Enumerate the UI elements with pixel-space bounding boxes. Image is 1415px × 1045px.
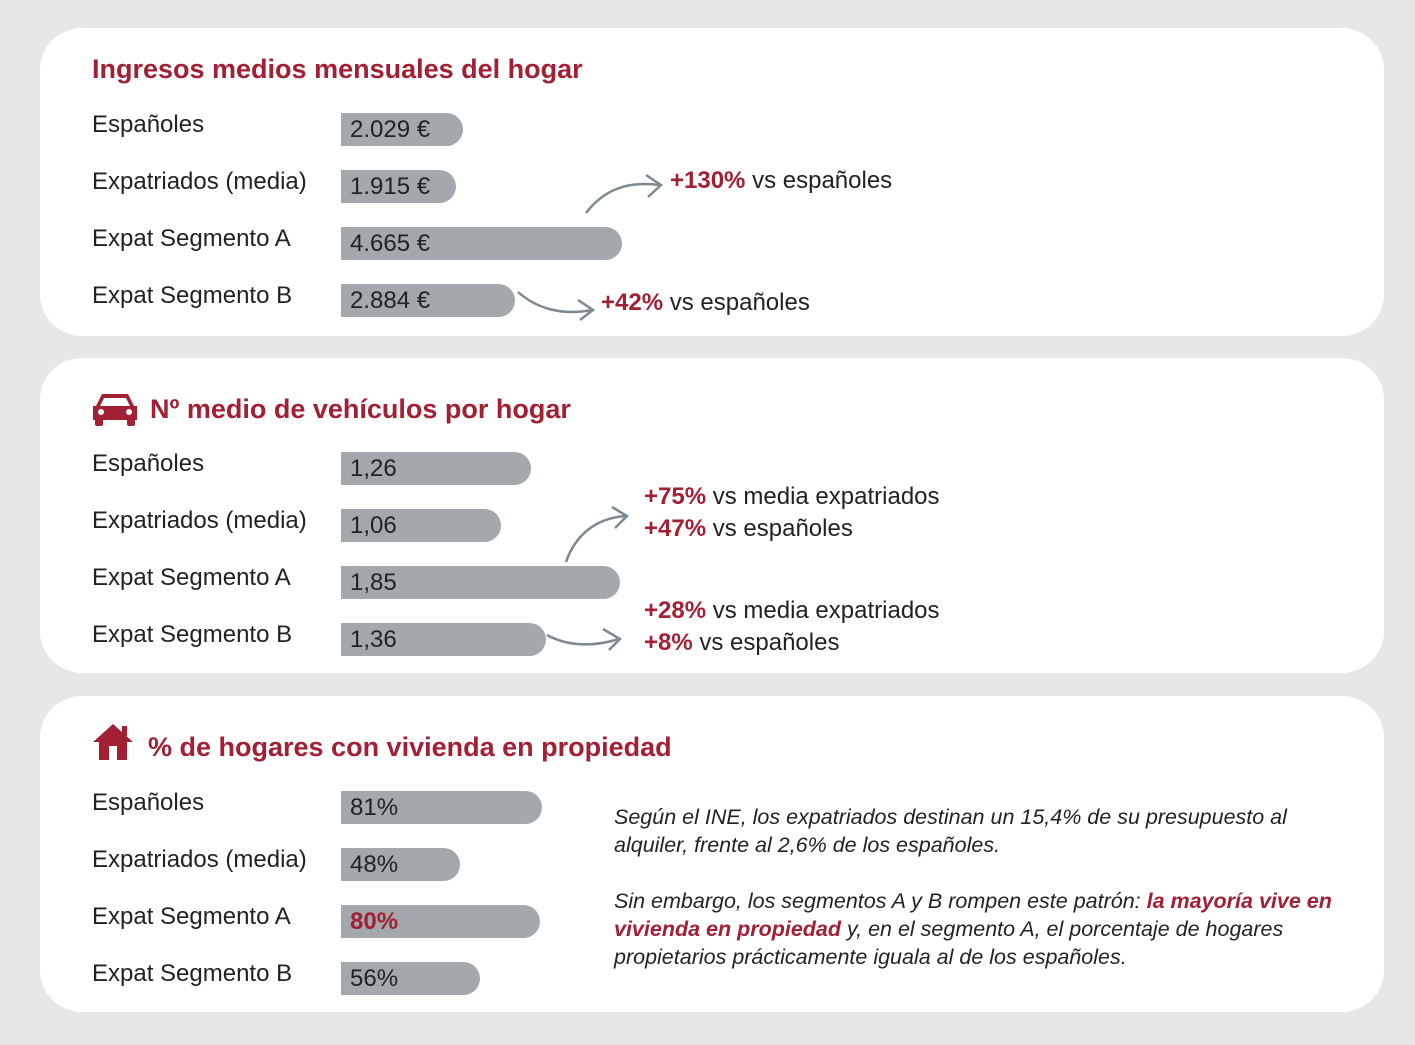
bar-value-label: 1,85 [350,569,397,596]
category-label: Expat Segmento B [92,960,293,987]
category-label: Expatriados (media) [92,507,307,534]
category-label: Españoles [92,789,205,816]
vehicles-annotation-a1: +75% vs media expatriados [644,483,940,510]
bar-value-label: 48% [350,851,399,878]
income-card: Ingresos medios mensuales del hogar +130… [40,28,1384,336]
category-label: Expat Segmento A [92,903,291,930]
bar-value-label: 56% [350,965,399,992]
bar-value-label: 2.029 € [350,116,431,143]
category-label: Españoles [92,111,205,138]
vehicles-title: Nº medio de vehículos por hogar [150,394,571,424]
homeownership-title: % de hogares con vivienda en propiedad [148,732,672,762]
category-label: Expat Segmento B [92,621,293,648]
vehicles-annotation-a2: +47% vs españoles [644,515,853,542]
category-label: Expat Segmento A [92,225,291,252]
bar-value-label: 4.665 € [350,230,431,257]
bar-value-label: 1,36 [350,626,397,653]
bar-value-label: 1,06 [350,512,397,539]
arrow-icon [585,173,664,214]
bar-value-label: 80% [350,908,399,935]
arrow-icon [564,505,630,563]
bar: 4.665 € [341,227,622,260]
house-icon [93,724,133,760]
homeownership-card: % de hogares con vivienda en propiedad S… [40,696,1384,1012]
category-label: Españoles [92,450,205,477]
income-title: Ingresos medios mensuales del hogar [92,54,583,84]
bar-value-label: 2.884 € [350,287,431,314]
category-label: Expatriados (media) [92,168,307,195]
vehicles-annotation-b1: +28% vs media expatriados [644,597,940,624]
bar: 2.884 € [341,284,515,317]
bar: 1,36 [341,623,546,656]
bar: 80% [341,905,540,938]
category-label: Expat Segmento A [92,564,291,591]
bar: 2.029 € [341,113,463,146]
vehicles-annotation-b2: +8% vs españoles [644,629,840,656]
bar: 1,06 [341,509,501,542]
arrow-icon [546,627,623,651]
category-label: Expatriados (media) [92,846,307,873]
bar: 1,85 [341,566,620,599]
bar: 81% [341,791,542,824]
vehicles-card: Nº medio de vehículos por hogar +75% vs … [40,358,1384,673]
income-annotation-a: +130% vs españoles [670,167,893,194]
bar-value-label: 81% [350,794,399,821]
commentary-paragraph-2: Sin embargo, los segmentos A y B rompen … [614,889,1332,969]
bar-value-label: 1,26 [350,455,397,482]
commentary-paragraph-1: Según el INE, los expatriados destinan u… [614,805,1287,857]
income-annotation-b: +42% vs españoles [601,289,810,316]
bar-value-label: 1.915 € [350,173,431,200]
category-label: Expat Segmento B [92,282,293,309]
bar: 1,26 [341,452,531,485]
bar: 56% [341,962,480,995]
arrow-icon [517,291,596,321]
bar: 48% [341,848,460,881]
car-icon [93,394,137,426]
bar: 1.915 € [341,170,456,203]
